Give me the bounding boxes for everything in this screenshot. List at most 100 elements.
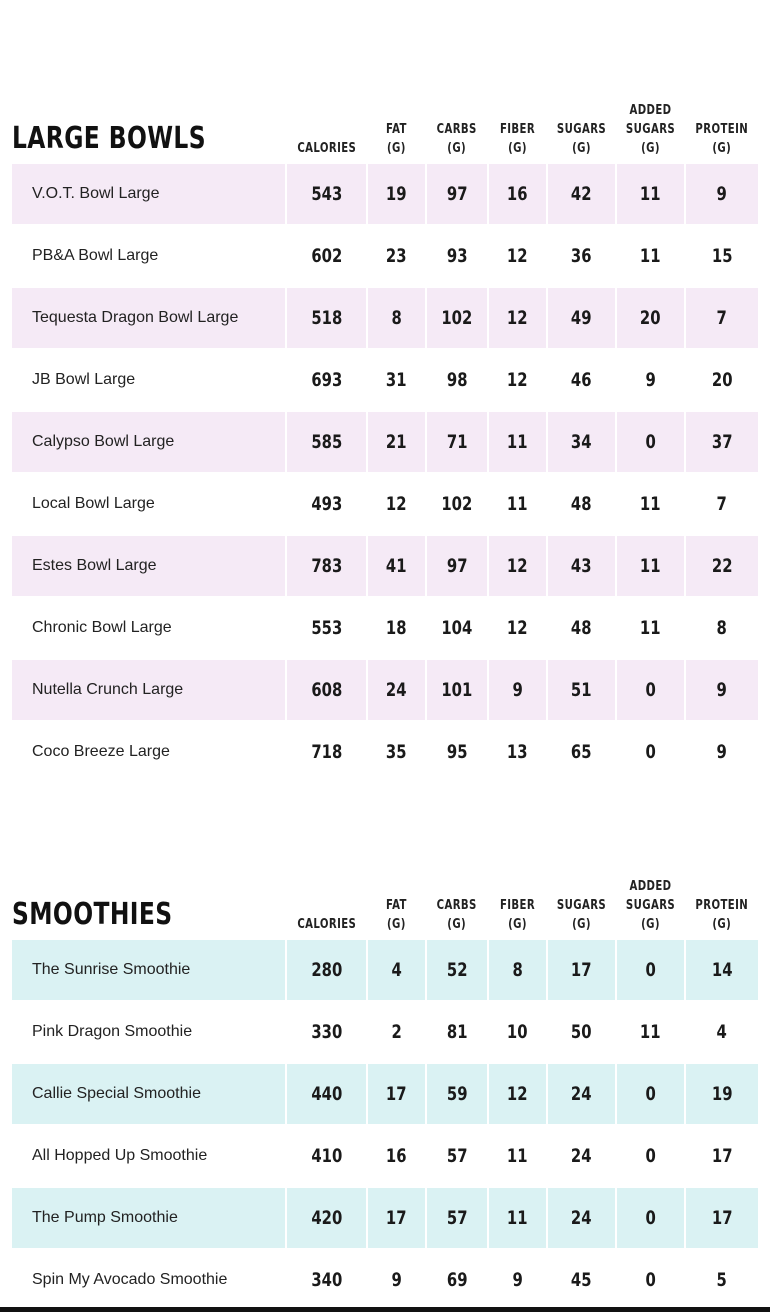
large-bowls-table: LARGE BOWLS CALORIES FAT (G) CARBS (G) FIBER… <box>12 102 758 784</box>
value: 24 <box>571 1083 592 1105</box>
value: 49 <box>571 307 592 329</box>
table-row: Tequesta Dragon Bowl Large 518 8 102 12 49 20 7 <box>12 288 758 348</box>
value-cell: 24 <box>548 1126 615 1186</box>
value-cell: 43 <box>548 536 615 596</box>
value: 37 <box>711 431 733 453</box>
value: 12 <box>386 493 407 515</box>
value-cell: 280 <box>287 940 366 1000</box>
value: 11 <box>507 1145 528 1167</box>
value: 12 <box>507 369 528 391</box>
value: 17 <box>571 959 592 981</box>
value: 11 <box>507 493 528 515</box>
value-cell: 15 <box>686 226 758 286</box>
value: 693 <box>311 369 342 391</box>
value: 280 <box>311 959 342 981</box>
value: 12 <box>507 617 528 639</box>
value-cell: 783 <box>287 536 366 596</box>
value: 52 <box>446 959 468 981</box>
value: 23 <box>386 245 407 267</box>
value-cell: 11 <box>489 474 546 534</box>
value-cell: 553 <box>287 598 366 658</box>
value: 41 <box>386 555 407 577</box>
value-cell: 17 <box>548 940 615 1000</box>
value-cell: 34 <box>548 412 615 472</box>
table-row: All Hopped Up Smoothie 410 16 57 11 24 0 17 <box>12 1126 758 1186</box>
value-cell: 42 <box>548 164 615 224</box>
value: 518 <box>311 307 342 329</box>
value: 543 <box>311 183 342 205</box>
value-cell: 0 <box>617 1126 684 1186</box>
value-cell: 17 <box>368 1188 425 1248</box>
value: 21 <box>386 431 407 453</box>
table-row: Estes Bowl Large 783 41 97 12 43 11 22 <box>12 536 758 596</box>
value: 608 <box>311 679 342 701</box>
item-name: Local Bowl Large <box>32 495 155 512</box>
value-cell: 2 <box>368 1002 425 1062</box>
value: 17 <box>711 1207 733 1229</box>
table-row: JB Bowl Large 693 31 98 12 46 9 20 <box>12 350 758 410</box>
value-cell: 57 <box>427 1188 487 1248</box>
value: 9 <box>716 741 728 763</box>
column-header-label: CALORIES <box>297 141 356 156</box>
column-header: PROTEIN (G) <box>686 896 758 934</box>
value-cell: 19 <box>368 164 425 224</box>
value-cell: 48 <box>548 474 615 534</box>
value-cell: 97 <box>427 536 487 596</box>
value: 9 <box>512 679 523 701</box>
column-header: ADDED SUGARS (G) <box>617 877 684 934</box>
column-header: ADDED SUGARS (G) <box>617 101 684 158</box>
value: 95 <box>446 741 468 763</box>
column-header: FIBER (G) <box>489 120 546 158</box>
value: 11 <box>507 1207 528 1229</box>
value-cell: 410 <box>287 1126 366 1186</box>
value: 553 <box>311 617 342 639</box>
value: 65 <box>571 741 592 763</box>
value: 16 <box>507 183 528 205</box>
value: 51 <box>571 679 592 701</box>
value: 12 <box>507 1083 528 1105</box>
value: 0 <box>645 959 656 981</box>
value-cell: 5 <box>686 1250 758 1310</box>
value: 9 <box>645 369 656 391</box>
value-cell: 493 <box>287 474 366 534</box>
value: 420 <box>311 1207 342 1229</box>
value-cell: 543 <box>287 164 366 224</box>
value: 15 <box>711 245 733 267</box>
value-cell: 11 <box>617 1002 684 1062</box>
value-cell: 104 <box>427 598 487 658</box>
section-title: SMOOTHIES <box>12 897 173 932</box>
section-title: LARGE BOWLS <box>12 121 206 156</box>
value-cell: 11 <box>617 598 684 658</box>
column-header: PROTEIN (G) <box>686 120 758 158</box>
item-name: All Hopped Up Smoothie <box>32 1147 208 1164</box>
value-cell: 36 <box>548 226 615 286</box>
value: 35 <box>386 741 407 763</box>
value: 31 <box>386 369 407 391</box>
value: 97 <box>446 183 468 205</box>
value: 493 <box>311 493 342 515</box>
table-row: Spin My Avocado Smoothie 340 9 69 9 45 0 5 <box>12 1250 758 1310</box>
value-cell: 71 <box>427 412 487 472</box>
column-header: FIBER (G) <box>489 896 546 934</box>
value-cell: 9 <box>686 164 758 224</box>
value-cell: 11 <box>489 412 546 472</box>
value-cell: 11 <box>617 226 684 286</box>
value: 11 <box>640 617 661 639</box>
item-name: Calypso Bowl Large <box>12 412 285 472</box>
value: 57 <box>446 1145 468 1167</box>
column-header: SUGARS (G) <box>548 896 615 934</box>
item-name: Nutella Crunch Large <box>12 660 285 720</box>
table-row: Pink Dragon Smoothie 330 2 81 10 50 11 4 <box>12 1002 758 1062</box>
value: 9 <box>391 1269 402 1291</box>
value: 22 <box>711 555 733 577</box>
value: 0 <box>645 679 656 701</box>
value: 24 <box>571 1145 592 1167</box>
table-row: Chronic Bowl Large 553 18 104 12 48 11 8 <box>12 598 758 658</box>
value: 718 <box>311 741 342 763</box>
value-cell: 420 <box>287 1188 366 1248</box>
value: 11 <box>507 431 528 453</box>
value: 330 <box>311 1021 342 1043</box>
value-cell: 14 <box>686 940 758 1000</box>
item-name: Spin My Avocado Smoothie <box>32 1271 228 1288</box>
column-header: CARBS (G) <box>427 896 487 934</box>
